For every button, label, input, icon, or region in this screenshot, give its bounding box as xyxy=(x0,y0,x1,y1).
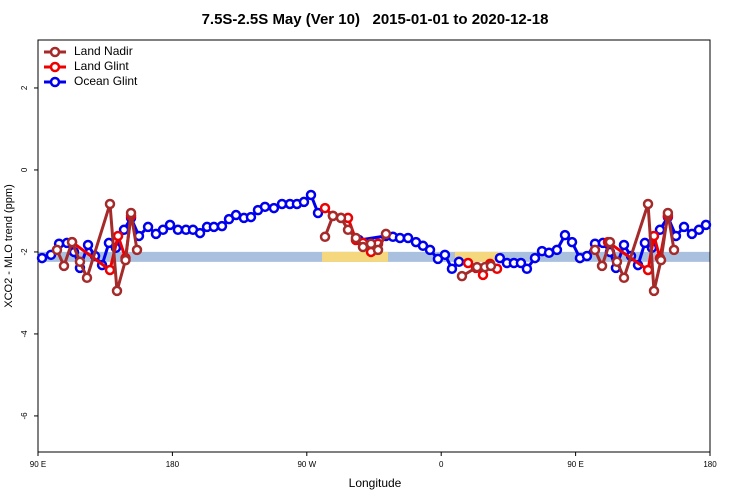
data-point xyxy=(515,257,527,269)
data-point xyxy=(529,252,541,264)
data-point xyxy=(58,260,70,272)
data-point xyxy=(380,228,392,240)
legend-marker xyxy=(49,76,61,88)
data-point xyxy=(581,250,593,262)
data-point xyxy=(259,201,271,213)
data-point xyxy=(700,219,712,231)
x-tick-label: 180 xyxy=(166,460,180,469)
data-point xyxy=(611,256,623,268)
data-point xyxy=(319,202,331,214)
data-point xyxy=(693,224,705,236)
x-tick-label: 180 xyxy=(703,460,717,469)
data-point xyxy=(172,224,184,236)
x-tick-label: 90 E xyxy=(30,460,46,469)
data-point xyxy=(604,236,616,248)
data-point xyxy=(596,260,608,272)
data-point xyxy=(111,285,123,297)
data-point xyxy=(372,244,384,256)
data-point xyxy=(131,244,143,256)
data-point xyxy=(142,221,154,233)
data-point xyxy=(589,244,601,256)
legend-marker xyxy=(49,46,61,58)
legend-label: Land Nadir xyxy=(74,44,133,58)
reference-band xyxy=(322,251,389,262)
data-point xyxy=(245,211,257,223)
y-tick-label: 0 xyxy=(20,167,29,172)
y-tick-label: 2 xyxy=(20,85,29,90)
legend-label: Land Glint xyxy=(74,59,129,73)
data-point xyxy=(648,285,660,297)
data-point xyxy=(642,198,654,210)
data-point xyxy=(104,198,116,210)
data-point xyxy=(655,254,667,266)
data-point xyxy=(642,264,654,276)
data-point xyxy=(521,263,533,275)
data-point xyxy=(678,221,690,233)
y-tick-label: -6 xyxy=(20,412,29,420)
data-point xyxy=(164,219,176,231)
x-tick-label: 90 W xyxy=(297,460,316,469)
chart-title: 7.5S-2.5S May (Ver 10) 2015-01-01 to 202… xyxy=(202,11,549,28)
data-point xyxy=(662,207,674,219)
data-point xyxy=(81,272,93,284)
y-tick-label: -4 xyxy=(20,330,29,338)
data-point xyxy=(298,196,310,208)
data-point xyxy=(446,263,458,275)
data-point xyxy=(394,232,406,244)
data-point xyxy=(365,238,377,249)
data-point xyxy=(453,256,465,268)
data-point xyxy=(485,260,497,272)
data-point xyxy=(639,237,651,249)
data-point xyxy=(494,252,506,264)
data-point xyxy=(668,244,680,256)
data-point xyxy=(305,189,317,201)
data-point xyxy=(312,207,324,219)
legend-label: Ocean Glint xyxy=(74,74,138,88)
y-tick-label: -2 xyxy=(20,248,29,256)
data-point xyxy=(335,212,347,224)
data-point xyxy=(319,231,331,243)
legend-marker xyxy=(49,61,61,73)
data-point xyxy=(462,257,474,269)
data-point xyxy=(157,224,169,236)
x-axis-label: Longitude xyxy=(349,476,402,490)
data-point xyxy=(559,229,571,241)
data-point xyxy=(350,232,362,244)
data-point xyxy=(327,210,339,222)
data-point xyxy=(36,252,48,264)
data-point xyxy=(439,249,451,261)
data-point xyxy=(125,207,137,219)
data-point xyxy=(456,270,468,282)
data-point xyxy=(342,224,354,236)
data-point xyxy=(402,232,414,244)
plot-frame xyxy=(37,39,711,453)
y-axis-label: XCO2 - MLO trend (ppm) xyxy=(3,184,15,307)
x-tick-label: 0 xyxy=(439,460,444,469)
data-point xyxy=(357,241,369,253)
data-point xyxy=(82,239,94,251)
data-point xyxy=(194,227,206,239)
data-point xyxy=(120,254,131,266)
data-point xyxy=(51,244,63,256)
data-point xyxy=(618,239,630,251)
data-point xyxy=(104,264,116,276)
data-point xyxy=(66,236,78,248)
data-point xyxy=(74,256,86,268)
data-point xyxy=(618,272,630,284)
data-point xyxy=(216,220,228,232)
data-point xyxy=(112,230,124,242)
x-tick-label: 90 E xyxy=(567,460,583,469)
data-point xyxy=(566,236,578,248)
data-point xyxy=(208,221,220,233)
data-point xyxy=(551,244,563,256)
data-point xyxy=(268,202,280,214)
reference-band xyxy=(454,251,500,262)
data-point xyxy=(424,244,436,256)
